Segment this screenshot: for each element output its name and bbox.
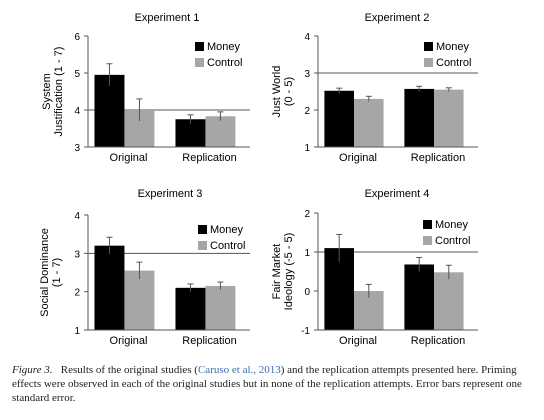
bar-money	[404, 264, 434, 330]
legend-swatch-money	[198, 225, 207, 234]
legend-label: Control	[210, 240, 245, 252]
legend-swatch-money	[424, 42, 433, 51]
legend-swatch-control	[424, 58, 433, 67]
caption-citation: Caruso et al., 2013	[197, 364, 281, 376]
chart-title: Experiment 1	[135, 12, 200, 24]
y-tick-label: 3	[304, 69, 310, 80]
bar-money	[175, 287, 206, 330]
legend-label: Money	[207, 41, 241, 53]
y-tick-label: 4	[74, 211, 80, 222]
chart-title: Experiment 4	[365, 188, 430, 200]
y-axis-title: (1 - 7)	[51, 258, 63, 287]
y-axis-title: Fair Market	[271, 244, 283, 300]
legend-label: Control	[207, 57, 242, 69]
category-label: Replication	[182, 152, 236, 164]
legend-label: Money	[436, 41, 470, 53]
category-label: Original	[110, 335, 148, 347]
category-label: Replication	[182, 335, 236, 347]
y-tick-label: 3	[74, 143, 80, 154]
legend-swatch-control	[423, 236, 432, 245]
bar-control	[354, 98, 384, 147]
y-tick-label: 3	[74, 249, 80, 260]
y-tick-label: 2	[304, 106, 310, 117]
chart-title: Experiment 2	[365, 12, 430, 24]
y-axis-title: Social Dominance	[39, 228, 51, 317]
legend-label: Control	[436, 57, 471, 69]
legend-label: Money	[435, 219, 469, 231]
legend-swatch-control	[198, 241, 207, 250]
y-tick-label: 1	[74, 326, 80, 337]
bar-control	[205, 116, 236, 147]
y-tick-label: 2	[74, 288, 80, 299]
category-label: Replication	[411, 335, 465, 347]
y-tick-label: 4	[74, 106, 80, 117]
legend-swatch-money	[195, 42, 204, 51]
y-tick-label: 2	[304, 209, 310, 220]
legend-label: Control	[435, 235, 470, 247]
y-tick-label: 6	[74, 32, 80, 43]
y-axis-title: (0 - 5)	[283, 77, 295, 106]
legend-label: Money	[210, 224, 244, 236]
legend-swatch-control	[195, 58, 204, 67]
bar-control	[124, 270, 155, 330]
bar-money	[175, 119, 206, 147]
y-axis-title: Justification (1 - 7)	[53, 47, 65, 137]
bar-control	[434, 272, 464, 330]
y-tick-label: 4	[304, 32, 310, 43]
y-axis-title: Just World	[271, 66, 283, 118]
caption-text-1: Results of the original studies (	[60, 364, 198, 376]
category-label: Original	[339, 152, 377, 164]
figure-label: Figure 3.	[12, 364, 53, 376]
figure-caption: Figure 3. Results of the original studie…	[12, 363, 534, 405]
y-tick-label: 1	[304, 248, 310, 259]
bar-money	[94, 74, 125, 147]
caption-text-2: ) and the replication attempts presented…	[12, 364, 522, 404]
y-tick-label: 5	[74, 69, 80, 80]
bar-money	[404, 88, 434, 147]
category-label: Original	[339, 335, 377, 347]
chart-title: Experiment 3	[138, 188, 203, 200]
y-tick-label: 0	[304, 287, 310, 298]
bar-money	[324, 90, 354, 147]
category-label: Replication	[411, 152, 465, 164]
y-tick-label: -1	[301, 326, 310, 337]
figure-charts: Experiment 1 3 4 5 6 Original Replication Syste…	[39, 12, 478, 347]
bar-money	[94, 245, 125, 330]
bar-control	[434, 89, 464, 147]
y-axis-title: Ideology (-5 - 5)	[283, 233, 295, 311]
y-axis-title: System	[41, 73, 53, 110]
legend-swatch-money	[423, 220, 432, 229]
y-tick-label: 1	[304, 143, 310, 154]
category-label: Original	[110, 152, 148, 164]
bar-control	[205, 285, 236, 330]
